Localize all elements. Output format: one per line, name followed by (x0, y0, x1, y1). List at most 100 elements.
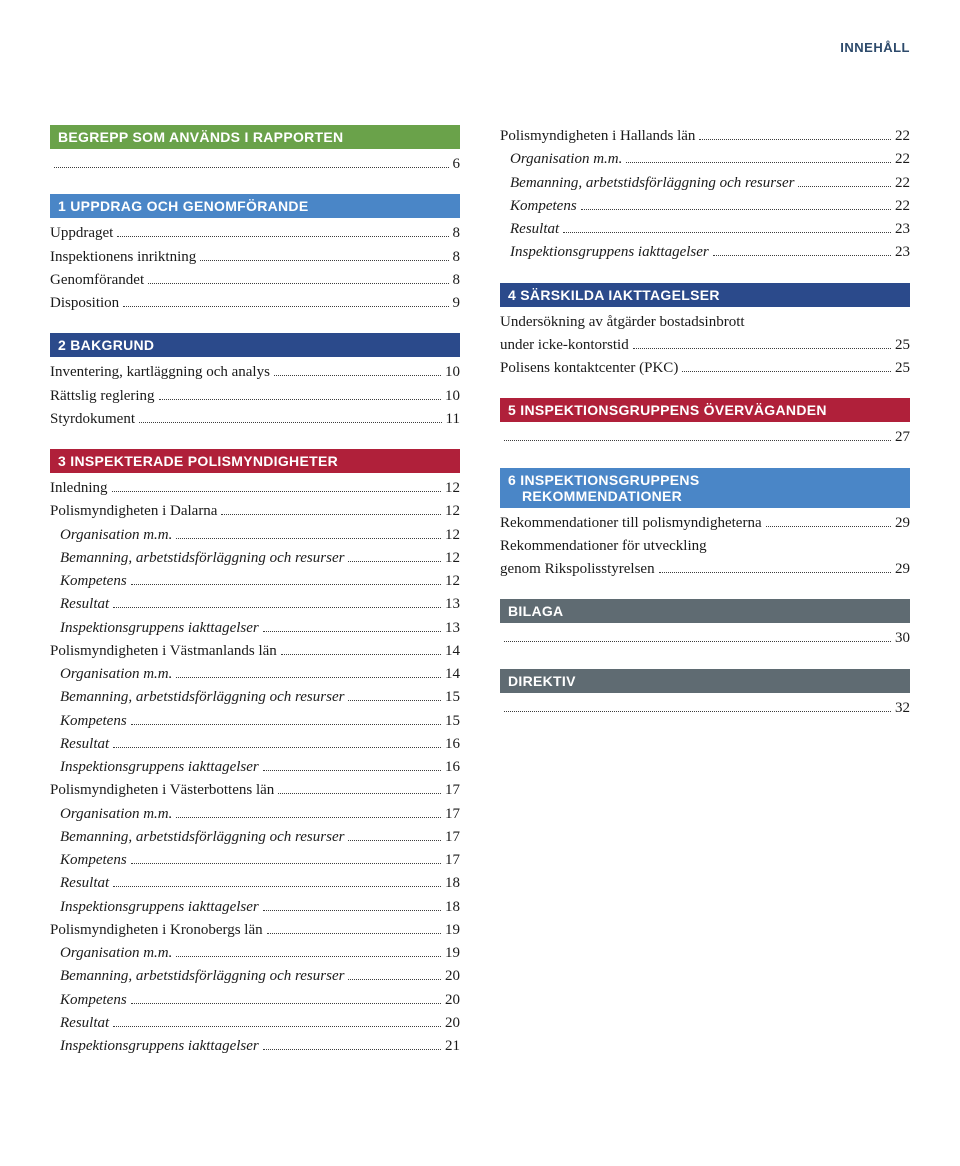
toc-label: Genomförandet (50, 269, 144, 292)
toc-leader-dots (176, 538, 441, 539)
toc-page-number: 9 (453, 292, 461, 315)
toc-entry: Bemanning, arbetstidsförläggning och res… (50, 826, 460, 849)
toc-leader-dots (699, 139, 891, 140)
toc-page-number: 17 (445, 803, 460, 826)
toc-label: Inspektionsgruppens iakttagelser (50, 756, 259, 779)
toc-leader-dots (633, 348, 891, 349)
toc-leader-dots (281, 654, 441, 655)
toc-entry: Organisation m.m.17 (50, 803, 460, 826)
toc-entry: Kompetens22 (500, 195, 910, 218)
toc-label: Kompetens (50, 570, 127, 593)
toc-page-number: 14 (445, 640, 460, 663)
toc-entry: Polismyndigheten i Västmanlands län 14 (50, 640, 460, 663)
toc-leader-dots (348, 700, 441, 701)
toc-entry: Resultat20 (50, 1012, 460, 1035)
toc-label: Uppdraget (50, 222, 113, 245)
page-title: INNEHÅLL (50, 40, 910, 55)
toc-page-number: 12 (445, 547, 460, 570)
section-heading: 3 INSPEKTERADE POLISMYNDIGHETER (50, 449, 460, 473)
toc-label: Polismyndigheten i Dalarna (50, 500, 217, 523)
toc-page-number: 16 (445, 733, 460, 756)
toc-entry: Polismyndigheten i Dalarna 12 (50, 500, 460, 523)
toc-page-number: 32 (895, 697, 910, 720)
toc-label: Rekommendationer till polismyndigheterna (500, 512, 762, 535)
toc-leader-dots (159, 399, 441, 400)
section-heading: BEGREPP SOM ANVÄNDS I RAPPORTEN (50, 125, 460, 149)
toc-leader-dots (131, 724, 441, 725)
toc-entry: Inspektionsgruppens iakttagelser23 (500, 241, 910, 264)
toc-entry: 27 (500, 426, 910, 449)
toc-columns: BEGREPP SOM ANVÄNDS I RAPPORTEN61 UPPDRA… (50, 125, 910, 1058)
toc-page-number: 25 (895, 357, 910, 380)
toc-label: Organisation m.m. (50, 663, 172, 686)
toc-leader-dots (504, 440, 891, 441)
toc-label: Kompetens (500, 195, 577, 218)
toc-leader-dots (113, 747, 441, 748)
toc-entry: Styrdokument11 (50, 408, 460, 431)
toc-label: Rättslig reglering (50, 385, 155, 408)
toc-page-number: 12 (445, 570, 460, 593)
toc-page-number: 30 (895, 627, 910, 650)
toc-entry: Kompetens 12 (50, 570, 460, 593)
toc-entry: 32 (500, 697, 910, 720)
toc-entry: Inventering, kartläggning och analys10 (50, 361, 460, 384)
section-heading: 2 BAKGRUND (50, 333, 460, 357)
toc-label: Inspektionens inriktning (50, 246, 196, 269)
toc-label: Polismyndigheten i Västerbottens län (50, 779, 274, 802)
toc-label: Organisation m.m. (500, 148, 622, 171)
toc-entry: Resultat18 (50, 872, 460, 895)
toc-page-number: 18 (445, 872, 460, 895)
toc-entry: 30 (500, 627, 910, 650)
toc-label: Disposition (50, 292, 119, 315)
toc-leader-dots (626, 162, 891, 163)
toc-label: Polismyndigheten i Västmanlands län (50, 640, 277, 663)
toc-label: Bemanning, arbetstidsförläggning och res… (50, 547, 344, 570)
toc-leader-dots (139, 422, 442, 423)
toc-label: genom Rikspolisstyrelsen (500, 558, 655, 581)
toc-page-number: 12 (445, 500, 460, 523)
toc-page-number: 12 (445, 477, 460, 500)
toc-entry: Bemanning, arbetstidsförläggning och res… (50, 686, 460, 709)
toc-column-right: Polismyndigheten i Hallands län22Organis… (500, 125, 910, 1058)
toc-label: Inledning (50, 477, 108, 500)
toc-entry: Polismyndigheten i Hallands län22 (500, 125, 910, 148)
toc-leader-dots (176, 677, 441, 678)
toc-entry: Inspektionens inriktning8 (50, 246, 460, 269)
toc-label: Inspektionsgruppens iakttagelser (50, 896, 259, 919)
toc-page-number: 29 (895, 512, 910, 535)
toc-page-number: 19 (445, 942, 460, 965)
toc-page-number: 23 (895, 218, 910, 241)
toc-label: Inspektionsgruppens iakttagelser (50, 1035, 259, 1058)
toc-label: Rekommendationer för utveckling (500, 535, 910, 558)
toc-leader-dots (117, 236, 448, 237)
toc-leader-dots (263, 1049, 441, 1050)
toc-page-number: 20 (445, 965, 460, 988)
toc-leader-dots (682, 371, 891, 372)
toc-label: Bemanning, arbetstidsförläggning och res… (50, 686, 344, 709)
section-heading: 6 INSPEKTIONSGRUPPENSREKOMMENDATIONER (500, 468, 910, 508)
toc-entry: Inspektionsgruppens iakttagelser18 (50, 896, 460, 919)
toc-entry: Polisens kontaktcenter (PKC)25 (500, 357, 910, 380)
toc-leader-dots (274, 375, 441, 376)
toc-leader-dots (766, 526, 891, 527)
toc-entry: Bemanning, arbetstidsförläggning och res… (50, 965, 460, 988)
toc-entry: Kompetens20 (50, 989, 460, 1012)
toc-entry: Genomförandet8 (50, 269, 460, 292)
toc-page-number: 6 (453, 153, 461, 176)
toc-page-number: 16 (445, 756, 460, 779)
toc-label: Polismyndigheten i Kronobergs län (50, 919, 263, 942)
toc-entry: Resultat16 (50, 733, 460, 756)
toc-leader-dots (200, 260, 448, 261)
toc-label: Inventering, kartläggning och analys (50, 361, 270, 384)
toc-leader-dots (348, 561, 441, 562)
toc-label: Resultat (50, 593, 109, 616)
toc-leader-dots (581, 209, 891, 210)
toc-entry: Resultat23 (500, 218, 910, 241)
toc-page-number: 22 (895, 172, 910, 195)
toc-page-number: 8 (453, 222, 461, 245)
toc-label: Organisation m.m. (50, 942, 172, 965)
toc-entry: Inspektionsgruppens iakttagelser13 (50, 617, 460, 640)
toc-entry: Rekommendationer till polismyndigheterna… (500, 512, 910, 535)
toc-page-number: 15 (445, 710, 460, 733)
toc-entry: Bemanning, arbetstidsförläggning och res… (50, 547, 460, 570)
